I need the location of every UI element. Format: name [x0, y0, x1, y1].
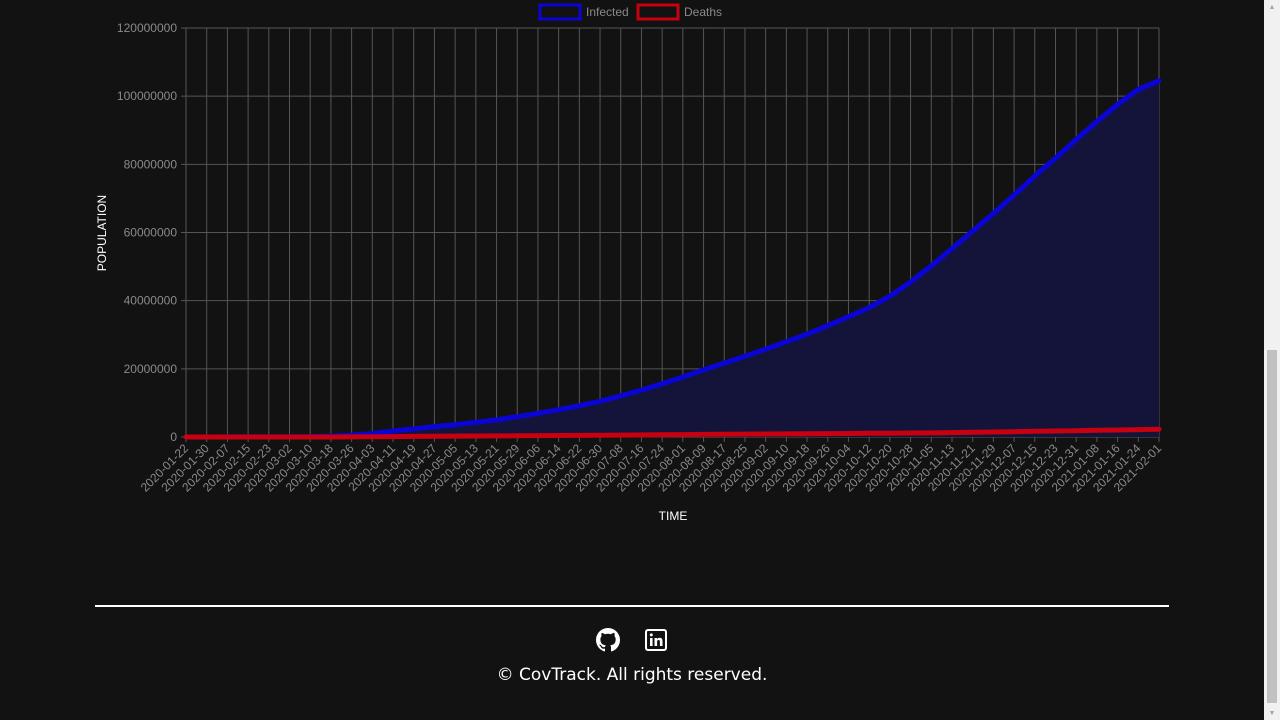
page-scrollbar[interactable]: ▲ ▼: [1264, 0, 1280, 720]
x-axis-ticks: 2020-01-222020-01-302020-02-072020-02-15…: [138, 441, 1165, 495]
y-tick-label: 60000000: [124, 226, 178, 240]
linkedin-icon[interactable]: [644, 628, 668, 652]
scroll-up-arrow-icon[interactable]: ▲: [1268, 3, 1276, 11]
y-axis-title: POPULATION: [95, 195, 109, 271]
footer-divider: [95, 605, 1169, 607]
y-tick-label: 40000000: [124, 294, 178, 308]
chart-legend[interactable]: Infected Deaths: [538, 3, 722, 21]
y-axis-ticks: 0 20000000 40000000 60000000 80000000 1000000…: [117, 21, 177, 444]
y-tick-label: 100000000: [117, 89, 177, 103]
copyright-text: © CovTrack. All rights reserved.: [496, 665, 768, 685]
legend-label-infected[interactable]: Infected: [586, 5, 629, 19]
x-axis-title: TIME: [659, 509, 688, 523]
y-tick-label: 0: [170, 430, 177, 444]
scroll-down-arrow-icon[interactable]: ▼: [1268, 709, 1276, 717]
y-tick-label: 120000000: [117, 21, 177, 35]
y-tick-label: 20000000: [124, 362, 178, 376]
legend-label-deaths[interactable]: Deaths: [684, 5, 722, 19]
covid-chart: Infected Deaths 0 20000000 40000000 60000000…: [95, 3, 1165, 523]
series-area-infected: [186, 80, 1159, 438]
footer-social-links: [0, 627, 1264, 653]
scroll-thumb[interactable]: [1267, 350, 1277, 703]
series-line-deaths: [183, 426, 1162, 440]
legend-swatch-deaths: [636, 3, 680, 21]
legend-swatch-infected: [538, 3, 582, 21]
y-tick-label: 80000000: [124, 157, 178, 171]
chart-series: [183, 78, 1162, 440]
github-icon[interactable]: [596, 628, 620, 652]
